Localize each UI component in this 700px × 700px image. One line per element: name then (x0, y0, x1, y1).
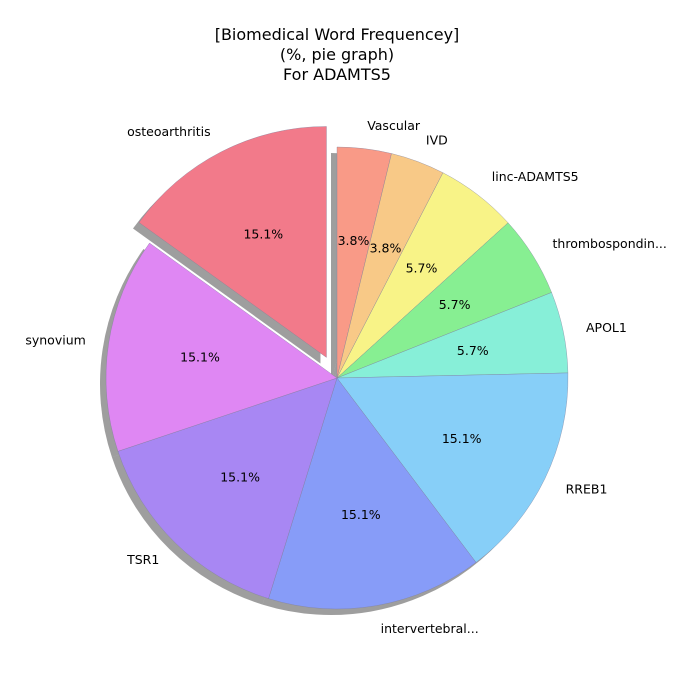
percent-labels: 3.8%3.8% 5.7% 5.7% 5.7% 15.1% 15.1% 15.1% 15.1%… (180, 227, 489, 522)
pie-slice-intervertebral (268, 377, 477, 610)
pie-slices (105, 126, 569, 610)
slice-label-vascular: Vascular (367, 118, 421, 133)
pie-slice-rreb1 (336, 372, 569, 563)
slice-label-tsr1: TSR1 (126, 552, 159, 567)
chart-title-line-1: [Biomedical Word Frequencey] (215, 25, 460, 44)
chart-title: [Biomedical Word Frequencey] (%, pie gra… (215, 25, 460, 84)
slice-label-rreb1: RREB1 (566, 481, 608, 496)
percent-label-thrombospondin: 5.7% (439, 297, 471, 312)
slice-label-ivd: IVD (426, 133, 448, 148)
chart-title-line-2: (%, pie graph) (280, 45, 394, 64)
slice-label-thrombospondin: thrombospondin... (553, 236, 667, 251)
slice-label-linc-adamts5: linc-ADAMTS5 (492, 169, 579, 184)
slice-labels: Vascular IVD linc-ADAMTS5 thrombospondin...… (25, 118, 667, 636)
percent-label-ivd: 3.8% (370, 241, 402, 256)
pie-slice-osteoarthritis (138, 126, 327, 358)
percent-label-tsr1: 15.1% (220, 470, 260, 485)
chart-title-line-3: For ADAMTS5 (283, 65, 391, 84)
percent-label-rreb1: 15.1% (442, 431, 482, 446)
percent-label-vascular: 3.8% (338, 233, 370, 248)
percent-label-osteoarthritis: 15.1% (243, 227, 283, 242)
percent-label-intervertebral: 15.1% (341, 507, 381, 522)
slice-label-synovium: synovium (25, 332, 85, 347)
slice-label-apol1: APOL1 (586, 320, 627, 335)
percent-label-linc-adamts5: 5.7% (406, 261, 438, 276)
slice-label-intervertebral: intervertebral... (381, 621, 479, 636)
percent-label-synovium: 15.1% (180, 350, 220, 365)
slice-label-osteoarthritis: osteoarthritis (127, 124, 211, 139)
percent-label-apol1: 5.7% (457, 343, 489, 358)
pie-slice-synovium (105, 242, 338, 452)
